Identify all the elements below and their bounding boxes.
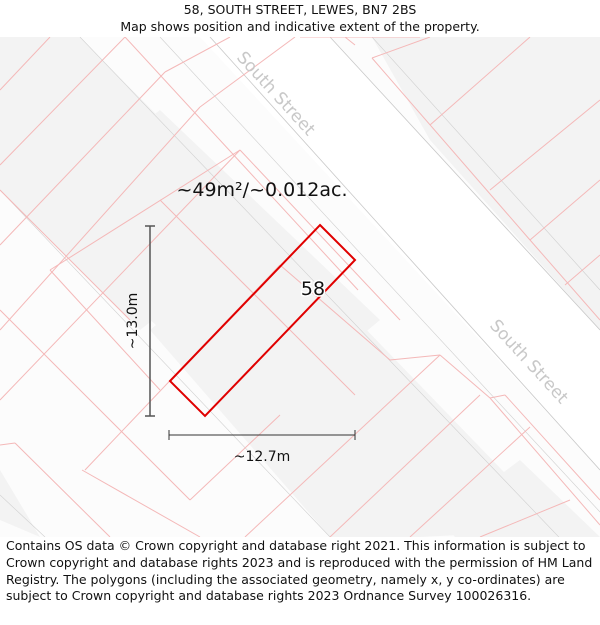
- property-outline[interactable]: [168, 223, 357, 418]
- road-south-street: [0, 37, 600, 537]
- dimension-vertical-label: ~13.0m: [125, 293, 141, 350]
- dimension-horizontal-label: ~12.7m: [234, 449, 291, 465]
- property-number-label: 58: [301, 278, 325, 300]
- map-subtitle: Map shows position and indicative extent…: [120, 19, 480, 34]
- horizontal-measure: [168, 430, 356, 440]
- property-map[interactable]: South Street South Street ~49m²/~0.012ac…: [0, 37, 600, 537]
- map-header: 58, SOUTH STREET, LEWES, BN7 2BS Map sho…: [0, 0, 600, 38]
- property-address-title: 58, SOUTH STREET, LEWES, BN7 2BS: [183, 2, 417, 17]
- area-label: ~49m²/~0.012ac.: [176, 179, 347, 201]
- copyright-notice: Contains OS data © Crown copyright and d…: [6, 538, 593, 604]
- vertical-measure: [145, 225, 155, 417]
- building-fills: [0, 37, 600, 537]
